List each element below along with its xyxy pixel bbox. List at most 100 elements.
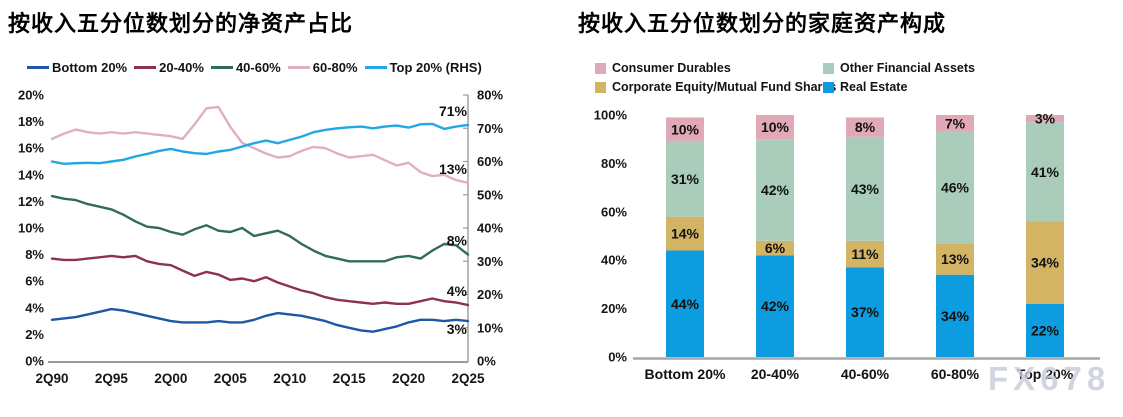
right-axis-tick-label: 10% — [477, 320, 503, 335]
y-axis-tick-label: 100% — [594, 108, 628, 123]
bar-segment-consumer-durables — [936, 115, 974, 132]
legend-label: Top 20% (RHS) — [389, 60, 482, 75]
category-label: 60-80% — [931, 366, 980, 382]
category-label: Bottom 20% — [645, 366, 726, 382]
right-axis-tick-label: 80% — [477, 88, 503, 103]
right-axis-tick-label: 0% — [477, 354, 496, 369]
line-series-bottom-20 — [50, 307, 470, 333]
asset-composition-bar-chart: 0% 20% 40% 60% 80% 100% 44% 14% 31% 10% Bottom 20%… — [594, 108, 1100, 382]
x-axis-tick-label: 2Q15 — [333, 371, 367, 386]
bar-segment-corporate-equity-mutual-fund-shares — [666, 216, 704, 251]
bar-segment-other-financial-assets — [756, 139, 794, 241]
legend-label: Bottom 20% — [52, 60, 128, 75]
bar-segment-value-label: 13% — [941, 251, 970, 267]
legend-item-20-40: 20-40% — [134, 60, 204, 75]
x-axis-tick-label: 2Q00 — [154, 371, 187, 386]
left-axis-tick-label: 16% — [18, 141, 44, 156]
net-worth-share-chart-panel: 按收入五分位数划分的净资产占比 Bottom 20% 20-40% 40-60% 60… — [0, 0, 560, 417]
right-axis-tick-label: 30% — [477, 254, 503, 269]
bar-segment-value-label: 14% — [671, 226, 700, 242]
bar-segment-value-label: 7% — [945, 115, 966, 131]
bar-segment-consumer-durables — [756, 115, 794, 140]
series-end-value-label: 13% — [439, 161, 468, 177]
right-chart-title: 按收入五分位数划分的家庭资产构成 — [578, 11, 947, 36]
bar-segment-real-estate — [936, 274, 974, 357]
legend-item-40-60: 40-60% — [210, 60, 281, 75]
left-axis-tick-label: 10% — [18, 221, 44, 236]
left-axis-tick-label: 8% — [25, 247, 44, 262]
bar-segment-value-label: 34% — [941, 308, 970, 324]
series-end-value-label: 3% — [447, 321, 468, 337]
bar-segment-value-label: 31% — [671, 171, 700, 187]
y-axis-tick-label: 0% — [608, 350, 627, 365]
legend-label: 20-40% — [159, 60, 204, 75]
legend-square-swatch — [595, 81, 606, 93]
left-axis-tick-label: 18% — [18, 114, 44, 129]
legend-label: Consumer Durables — [612, 61, 731, 75]
category-label: 40-60% — [841, 366, 890, 382]
line-series-60-80 — [50, 105, 470, 185]
legend-label: 60-80% — [312, 60, 358, 75]
legend-square-swatch — [595, 62, 606, 74]
x-axis-tick-label: 2Q90 — [35, 371, 68, 386]
bar-segment-value-label: 10% — [671, 122, 700, 138]
legend-item-consumer-durables: Consumer Durables — [595, 61, 823, 75]
bar-segment-value-label: 44% — [671, 296, 700, 312]
right-axis-tick-label: 50% — [477, 187, 503, 202]
bar-segment-other-financial-assets — [846, 136, 884, 241]
left-chart-title: 按收入五分位数划分的净资产占比 — [8, 11, 354, 36]
bar-segment-value-label: 43% — [851, 181, 880, 197]
bar-segment-other-financial-assets — [936, 131, 974, 244]
legend-item-60-80: 60-80% — [287, 60, 358, 75]
left-axis-tick-label: 6% — [25, 274, 44, 289]
y-axis-tick-label: 40% — [601, 253, 627, 268]
bar-segment-real-estate — [1026, 303, 1064, 357]
x-axis-tick-label: 2Q25 — [451, 371, 485, 386]
bar-segment-corporate-equity-mutual-fund-shares — [846, 240, 884, 268]
bar-segment-value-label: 41% — [1031, 164, 1060, 180]
category-label: 20-40% — [751, 366, 800, 382]
bar-segment-real-estate — [666, 250, 704, 357]
bar-segment-value-label: 37% — [851, 304, 880, 320]
line-series-20-40 — [50, 254, 470, 307]
net-worth-line-chart: 20% 18% 16% 14% 12% 10% 8% 6% 4% 2% 0% 80% 70% 60% 50%… — [18, 88, 503, 387]
bar-segment-value-label: 6% — [765, 240, 786, 256]
right-chart-legend: Consumer Durables Other Financial Assets C… — [595, 61, 975, 94]
legend-line-swatch — [210, 66, 233, 69]
legend-item-corporate-equity-mutual-fund-shares: Corporate Equity/Mutual Fund Shares — [595, 80, 836, 94]
left-axis-tick-label: 14% — [18, 167, 44, 182]
bar-segment-value-label: 42% — [761, 298, 790, 314]
legend-label: 40-60% — [235, 60, 281, 75]
legend-line-swatch — [27, 66, 49, 69]
x-axis-tick-label: 2Q10 — [273, 371, 306, 386]
series-end-value-label: 8% — [447, 233, 468, 249]
right-axis-tick-label: 60% — [477, 154, 503, 169]
bar-segment-other-financial-assets — [1026, 122, 1064, 222]
bar-segment-corporate-equity-mutual-fund-shares — [756, 240, 794, 256]
series-end-value-label: 71% — [439, 103, 468, 119]
bar-segment-corporate-equity-mutual-fund-shares — [1026, 221, 1064, 304]
left-chart-legend: Bottom 20% 20-40% 40-60% 60-80% Top 20% (RHS… — [27, 60, 489, 75]
x-axis-tick-label: 2Q20 — [392, 371, 425, 386]
bar-segment-value-label: 34% — [1031, 255, 1060, 271]
left-axis-tick-label: 4% — [25, 300, 44, 315]
bar-segment-value-label: 42% — [761, 182, 790, 198]
legend-line-swatch — [364, 66, 387, 69]
line-series-40-60 — [50, 194, 470, 263]
bar-segment-consumer-durables — [666, 117, 704, 142]
y-axis-tick-label: 20% — [601, 301, 627, 316]
bar-segment-consumer-durables — [1026, 115, 1064, 123]
x-axis-tick-label: 2Q05 — [214, 371, 248, 386]
bar-segment-real-estate — [846, 267, 884, 357]
right-axis-tick-label: 70% — [477, 121, 503, 136]
legend-line-swatch — [134, 66, 157, 69]
bar-segment-other-financial-assets — [666, 141, 704, 217]
legend-square-swatch — [823, 62, 834, 74]
left-axis-tick-label: 12% — [18, 194, 44, 209]
series-end-value-label: 4% — [447, 283, 468, 299]
category-label: Top 20% — [1017, 366, 1074, 382]
right-axis-tick-label: 40% — [477, 221, 503, 236]
bar-segment-value-label: 46% — [941, 180, 970, 196]
bar-segment-value-label: 8% — [855, 119, 876, 135]
